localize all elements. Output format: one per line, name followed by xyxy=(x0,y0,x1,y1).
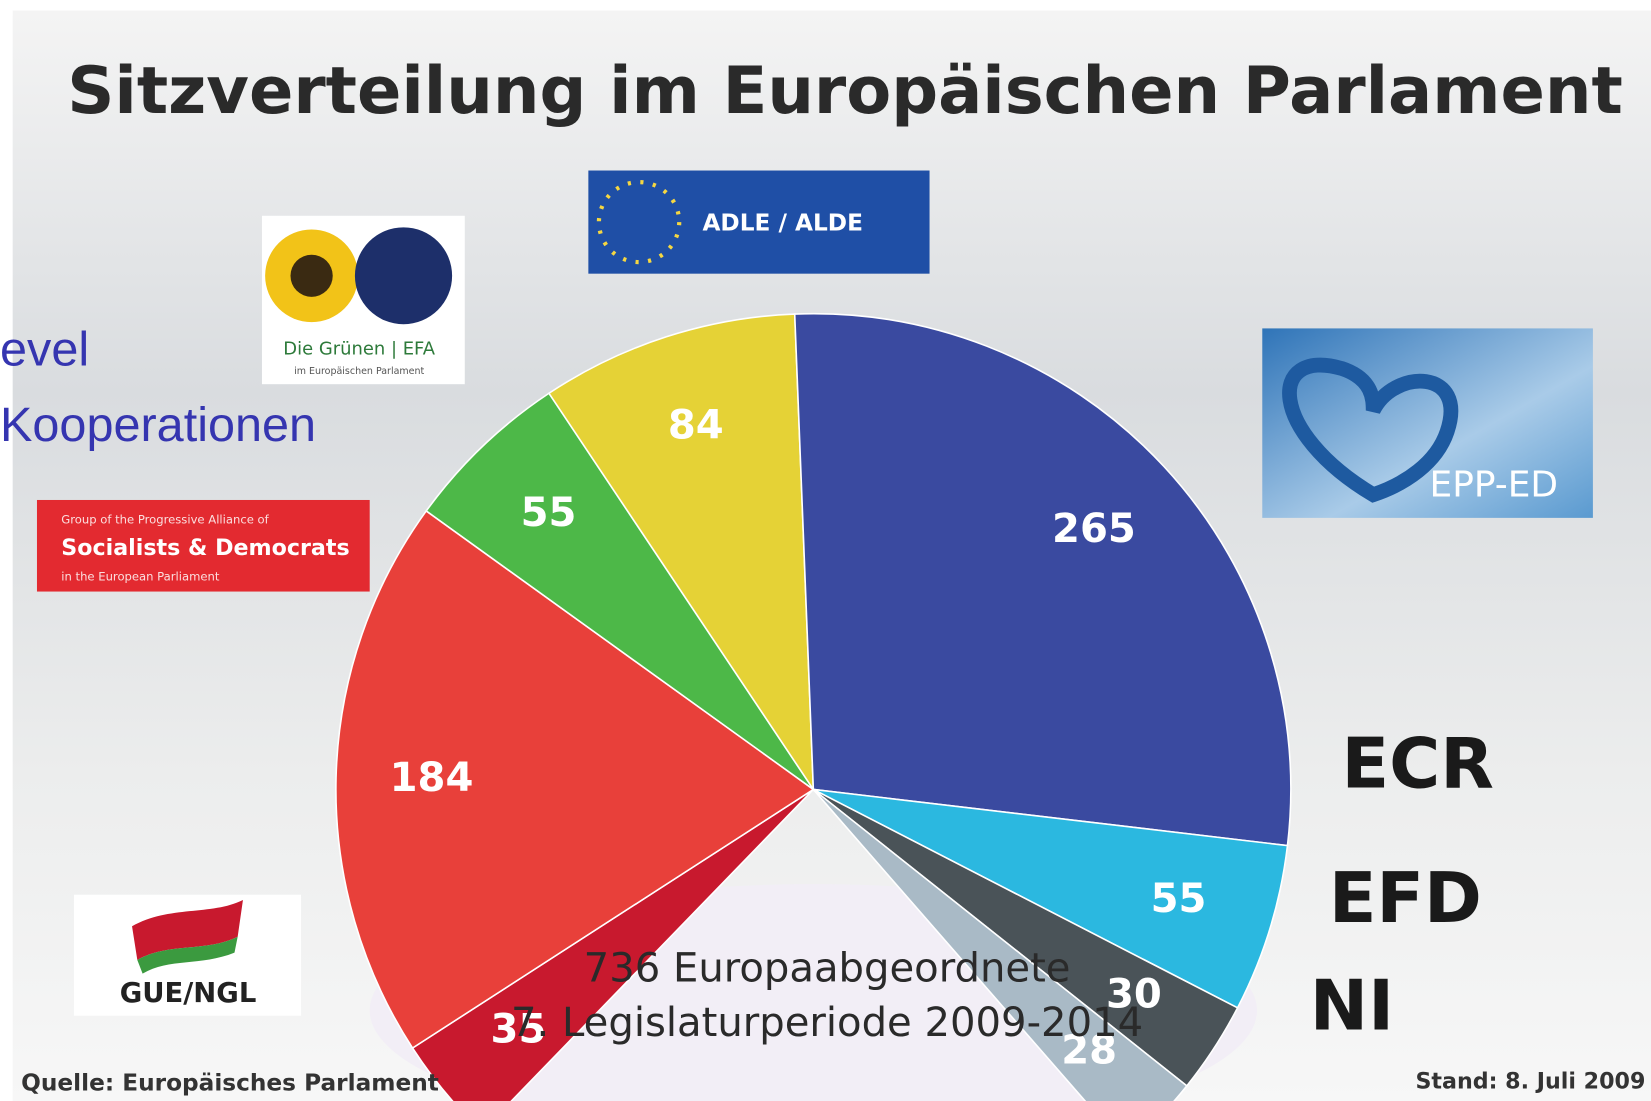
value-label: 84 xyxy=(668,402,724,448)
logo-efa xyxy=(355,227,452,324)
chart-title: Sitzverteilung im Europäischen Parlament xyxy=(67,53,1623,129)
logo-gue: GUE/NGL xyxy=(74,895,301,1016)
logo-sd: Group of the Progressive Alliance of Soc… xyxy=(37,500,370,592)
annotation: ECR xyxy=(1342,723,1494,804)
slide-text: Kooperationen xyxy=(0,398,316,452)
value-label: 55 xyxy=(521,490,577,536)
logo-epp: EPP-ED xyxy=(1262,328,1593,517)
logo-sunflower-center xyxy=(290,255,332,297)
value-label: 184 xyxy=(390,755,474,801)
annotation: NI xyxy=(1310,966,1394,1047)
source: Quelle: Europäisches Parlament xyxy=(21,1070,439,1097)
slide-text: evel xyxy=(0,322,89,376)
value-label: 265 xyxy=(1052,506,1136,552)
slide: Sitzverteilung im Europäischen Parlament… xyxy=(0,0,1651,1101)
page: Sitzverteilung im Europäischen Parlament… xyxy=(0,0,1651,1101)
logo-text: Die Grünen | EFA xyxy=(283,338,435,359)
logo-text: ADLE / ALDE xyxy=(702,210,863,237)
logo-text: Socialists & Democrats xyxy=(61,535,349,561)
logo-text: Group of the Progressive Alliance of xyxy=(61,512,269,526)
center-text: 7. Legislaturperiode 2009-2014 xyxy=(511,1000,1143,1046)
logo-adle: ADLE / ALDE xyxy=(588,171,929,274)
logo-text: GUE/NGL xyxy=(120,978,257,1009)
logo-greens: Die Grünen | EFA im Europäischen Parlame… xyxy=(262,216,465,384)
value-label: 55 xyxy=(1151,876,1207,922)
date: Stand: 8. Juli 2009 xyxy=(1415,1069,1645,1095)
logo-text: im Europäischen Parlament xyxy=(294,366,424,377)
logo-text: EPP-ED xyxy=(1430,464,1559,505)
logo-text: in the European Parliament xyxy=(61,569,220,583)
annotation: EFD xyxy=(1329,858,1482,939)
center-text: 736 Europaabgeordnete xyxy=(584,946,1071,992)
